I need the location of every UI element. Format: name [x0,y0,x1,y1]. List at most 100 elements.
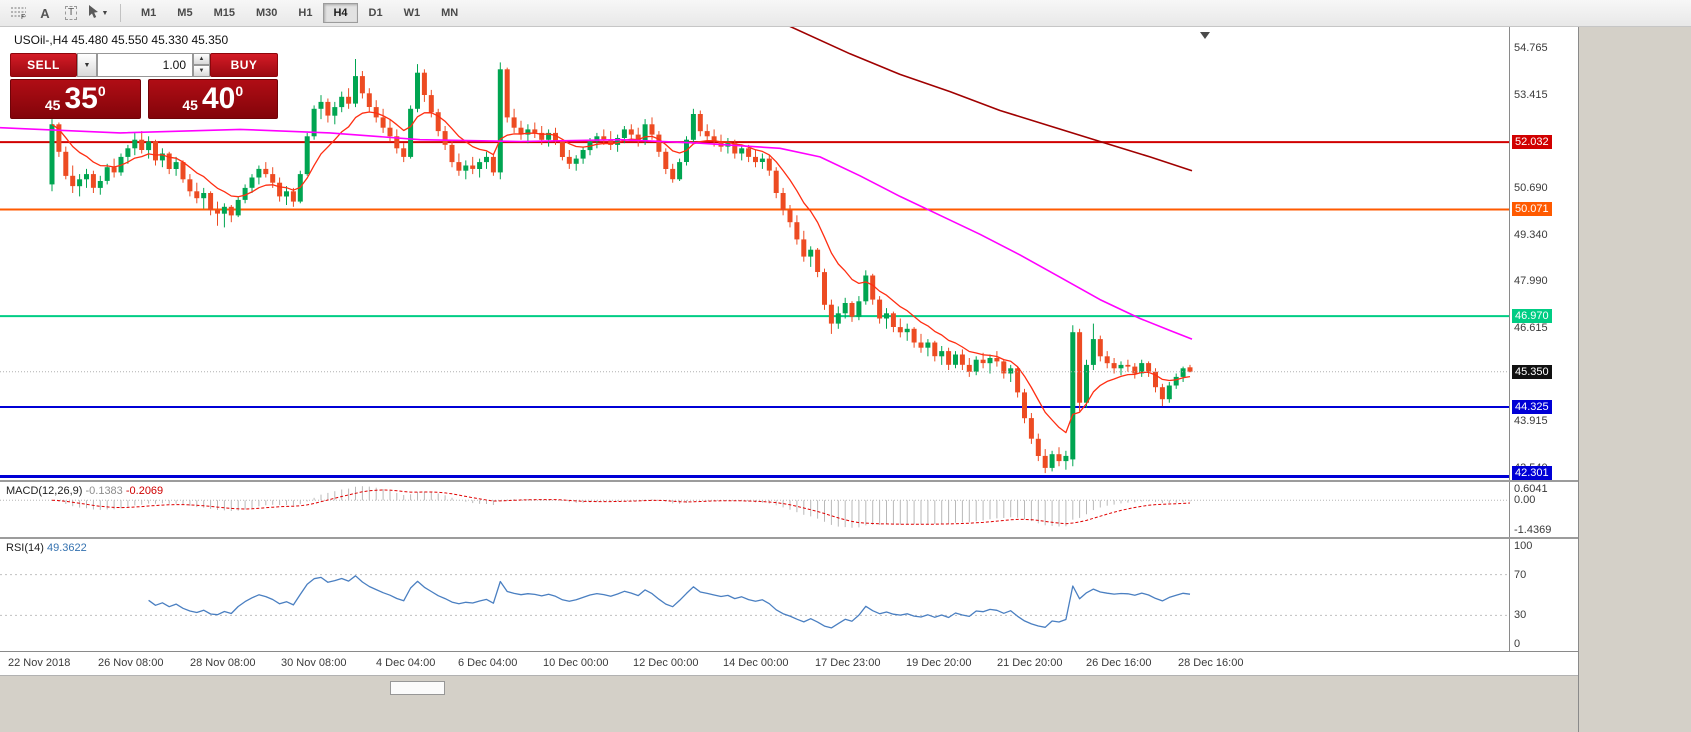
label-tool-button[interactable]: T [58,2,84,24]
svg-text:F: F [21,14,25,20]
rsi-scale-label: 70 [1514,568,1527,581]
chart-shift-marker-icon[interactable] [1200,32,1210,39]
rsi-scale-label: 30 [1514,609,1527,622]
buy-button[interactable]: BUY [210,53,278,77]
time-axis-label: 17 Dec 23:00 [815,657,881,669]
time-axis-label: 12 Dec 00:00 [633,657,699,669]
macd-label: MACD(12,26,9) -0.1383 -0.2069 [6,485,164,497]
price-scale-label: 43.915 [1514,415,1548,428]
time-axis-label: 26 Nov 08:00 [98,657,164,669]
chart-window: 54.765 53.415 50.690 49.340 47.990 46.615 43.9… [0,27,1578,732]
toolbar: F A T ▼ M1 M5 M15 M30 H1 H4 D1 W1 MN [0,0,1691,27]
scrollbar-thumb[interactable] [390,681,445,695]
macd-panel: 0.6041 0.00 -1.4369 MACD(12,26,9) -0.1383 … [0,482,1578,537]
price-line-label: 52.032 [1512,135,1552,150]
bid-price-prefix: 45 [44,97,61,113]
price-chart-canvas[interactable] [0,27,1509,480]
timeframe-m30-button[interactable]: M30 [246,3,287,23]
time-axis-label: 6 Dec 04:00 [458,657,518,669]
time-axis-label: 28 Dec 16:00 [1178,657,1244,669]
macd-scale-label: 0.00 [1514,494,1536,507]
ask-price-sup: 0 [235,83,244,99]
rsi-canvas[interactable] [0,539,1509,651]
rsi-scale-label: 0 [1514,638,1521,650]
rsi-scale-label: 100 [1514,540,1533,552]
price-line-label: 50.071 [1512,202,1552,217]
chevron-down-icon: ▼ [101,9,109,17]
text-tool-icon: A [40,5,50,21]
macd-scale-label: 0.6041 [1514,483,1548,495]
macd-canvas[interactable] [0,482,1509,537]
panel-splitter[interactable] [0,480,1578,482]
time-axis-label: 26 Dec 16:00 [1086,657,1152,669]
rsi-label: RSI(14) 49.3622 [6,542,87,554]
order-controls-row: SELL ▼ ▲ ▼ BUY [10,53,278,77]
ask-price-big: 40 [201,82,236,115]
price-scale-label: 50.690 [1514,182,1548,195]
rsi-panel: 100 70 30 0 RSI(14) 49.3622 [0,539,1578,651]
fibonacci-tool-button[interactable]: F [6,2,32,24]
price-scale-label: 54.765 [1514,42,1548,55]
bid-price-sup: 0 [97,83,106,99]
timeframe-group: M1 M5 M15 M30 H1 H4 D1 W1 MN [131,3,469,23]
timeframe-w1-button[interactable]: W1 [394,3,431,23]
volume-stepper: ▲ ▼ [193,53,210,77]
macd-signal-value: -0.2069 [125,485,164,497]
macd-main-value: -0.1383 [85,485,123,497]
macd-scale-label: -1.4369 [1514,524,1552,536]
volume-dropdown-button[interactable]: ▼ [77,53,97,77]
timeframe-m15-button[interactable]: M15 [204,3,245,23]
price-line-label: 44.325 [1512,399,1552,414]
volume-spin-up-button[interactable]: ▲ [193,53,210,65]
arrow-up-icon: ▲ [198,56,205,62]
sell-button[interactable]: SELL [10,53,77,77]
price-displays-row: 45 35 0 45 40 0 [10,79,278,119]
price-line-label: 42.301 [1512,466,1552,480]
shapes-dropdown-button[interactable]: ▼ [84,2,110,24]
time-axis-label: 19 Dec 20:00 [906,657,972,669]
time-axis-label: 14 Dec 00:00 [723,657,789,669]
time-axis-label: 30 Nov 08:00 [281,657,347,669]
cursor-arrow-icon [86,4,100,23]
volume-spin-down-button[interactable]: ▼ [193,65,210,77]
price-scale-label: 53.415 [1514,88,1548,101]
horizontal-scrollbar[interactable] [0,675,1578,732]
main-chart-panel: 54.765 53.415 50.690 49.340 47.990 46.615 43.9… [0,27,1578,480]
bid-price-display[interactable]: 45 35 0 [10,79,141,119]
price-axis[interactable]: 54.765 53.415 50.690 49.340 47.990 46.615 43.9… [1509,27,1578,480]
timeframe-m1-button[interactable]: M1 [131,3,166,23]
timeframe-h4-button[interactable]: H4 [323,3,358,23]
text-tool-button[interactable]: A [32,2,58,24]
window-background [1578,27,1691,732]
panel-splitter[interactable] [0,537,1578,539]
price-scale-label: 47.990 [1514,274,1548,287]
price-scale-label: 46.615 [1514,322,1548,335]
timeframe-mn-button[interactable]: MN [431,3,468,23]
timeframe-d1-button[interactable]: D1 [359,3,393,23]
chevron-down-icon: ▼ [83,61,91,69]
timeframe-m5-button[interactable]: M5 [167,3,202,23]
ask-price-display[interactable]: 45 40 0 [147,79,278,119]
ask-price-prefix: 45 [182,97,198,113]
macd-axis[interactable]: 0.6041 0.00 -1.4369 [1509,482,1578,537]
bid-price-big: 35 [64,82,98,115]
arrow-down-icon: ▼ [198,68,205,74]
workspace: 54.765 53.415 50.690 49.340 47.990 46.615 43.9… [0,27,1691,732]
toolbar-separator [120,4,121,22]
time-axis-label: 21 Dec 20:00 [997,657,1063,669]
symbol-ohlc-label: USOil-,H4 45.480 45.550 45.330 45.350 [14,33,229,47]
time-axis-label: 10 Dec 00:00 [543,657,609,669]
time-axis-label: 22 Nov 2018 [8,657,71,669]
fibonacci-icon: F [10,4,28,23]
time-axis[interactable]: 22 Nov 2018 26 Nov 08:00 28 Nov 08:00 30 No… [0,651,1578,675]
label-tool-icon: T [64,6,78,20]
rsi-value: 49.3622 [46,542,87,554]
volume-input[interactable] [97,53,193,77]
one-click-trading-panel: SELL ▼ ▲ ▼ BUY 45 35 0 [10,53,278,119]
price-scale-label: 49.340 [1514,228,1548,241]
price-line-label: 46.970 [1512,309,1552,324]
rsi-axis[interactable]: 100 70 30 0 [1509,539,1578,651]
timeframe-h1-button[interactable]: H1 [288,3,322,23]
time-axis-label: 4 Dec 04:00 [376,657,436,669]
